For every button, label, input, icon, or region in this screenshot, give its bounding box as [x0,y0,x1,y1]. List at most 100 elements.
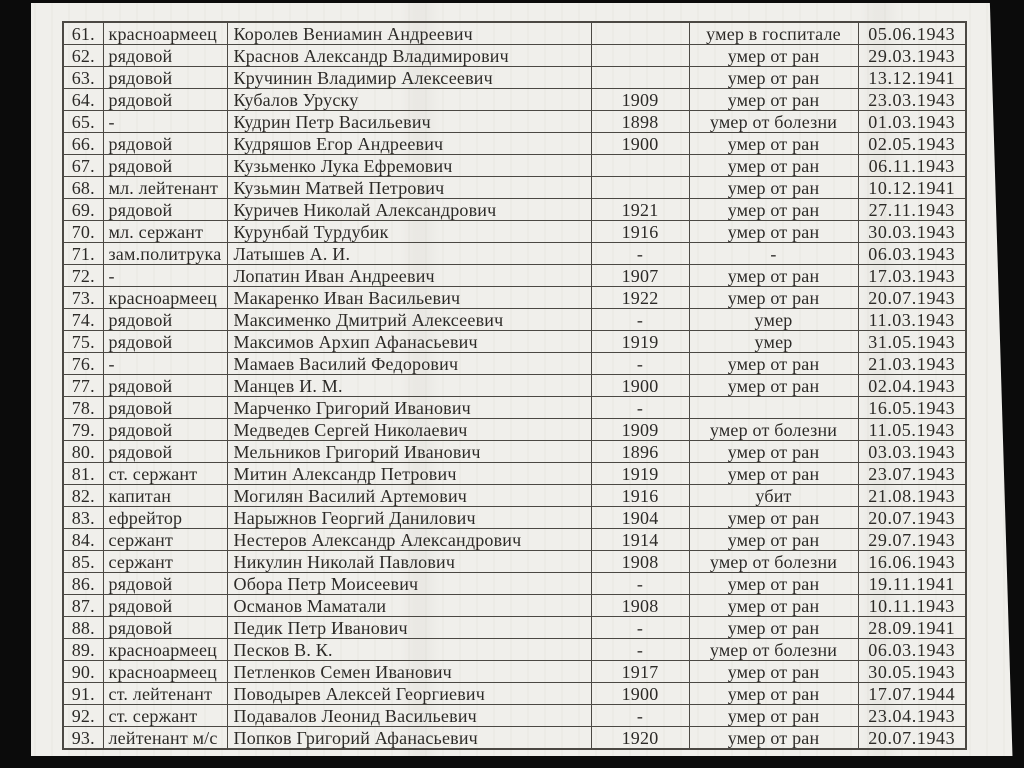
birth-year-cell: 1900 [590,132,690,155]
birth-year-cell [590,176,690,199]
birth-year-cell: 1921 [590,198,690,221]
name-cell: Курунбай Турдубик [226,220,592,243]
death-date-cell: 01.03.1943 [857,110,967,133]
death-date-cell: 11.05.1943 [857,418,967,441]
name-cell: Кубалов Уруску [226,88,592,111]
scan-edge-bottom [0,756,1024,768]
table-row: 67. рядовой Кузьменко Лука Ефремович умер о… [62,154,967,177]
table-row: 75. рядовой Максимов Архип Афанасьевич 1919… [62,330,967,353]
death-cause-cell: умер от болезни [688,110,859,133]
birth-year-cell: 1909 [590,88,690,111]
scan-edge-left [0,0,31,768]
name-cell: Османов Маматали [226,594,592,617]
rank-cell: красноармеец [102,638,228,661]
row-number-cell: 74. [62,308,104,331]
birth-year-cell: - [590,308,690,331]
death-cause-cell: умер от ран [688,88,859,111]
death-date-cell: 17.03.1943 [857,264,967,287]
death-date-cell: 20.07.1943 [857,726,967,750]
name-cell: Педик Петр Иванович [226,616,592,639]
table-row: 78. рядовой Марченко Григорий Иванович - 16.… [62,396,967,419]
table-row: 85. сержант Никулин Николай Павлович 1908 ум… [62,550,967,573]
row-number-cell: 61. [62,21,104,45]
birth-year-cell: 1900 [590,682,690,705]
death-date-cell: 30.05.1943 [857,660,967,683]
birth-year-cell: 1900 [590,374,690,397]
birth-year-cell: 1907 [590,264,690,287]
name-cell: Кручинин Владимир Алексеевич [226,66,592,89]
table-row: 71. зам.политрука Латышев А. И. - -06.03.194… [62,242,967,265]
death-cause-cell: умер [688,330,859,353]
birth-year-cell: 1908 [590,594,690,617]
death-date-cell: 11.03.1943 [857,308,967,331]
death-date-cell: 17.07.1944 [857,682,967,705]
table-row: 93. лейтенант м/с Попков Григорий Афанасье… [62,726,967,750]
death-cause-cell: умер от ран [688,506,859,529]
name-cell: Лопатин Иван Андреевич [226,264,592,287]
name-cell: Максименко Дмитрий Алексеевич [226,308,592,331]
row-number-cell: 80. [62,440,104,463]
name-cell: Нарыжнов Георгий Данилович [226,506,592,529]
table-row: 79. рядовой Медведев Сергей Николаевич 1909… [62,418,967,441]
table-row: 88. рядовой Педик Петр Иванович - умер от ра… [62,616,967,639]
rank-cell: ст. лейтенант [102,682,228,705]
death-date-cell: 06.03.1943 [857,242,967,265]
name-cell: Никулин Николай Павлович [226,550,592,573]
death-date-cell: 21.03.1943 [857,352,967,375]
table-row: 66. рядовой Кудряшов Егор Андреевич 1900 уме… [62,132,967,155]
table-row: 91. ст. лейтенант Поводырев Алексей Георги… [62,682,967,705]
table-row: 65. - Кудрин Петр Васильевич 1898 умер от бо… [62,110,967,133]
name-cell: Медведев Сергей Николаевич [226,418,592,441]
rank-cell: рядовой [102,154,228,177]
row-number-cell: 62. [62,44,104,67]
row-number-cell: 68. [62,176,104,199]
rank-cell: рядовой [102,66,228,89]
death-date-cell: 02.04.1943 [857,374,967,397]
scan-edge-top [0,0,1024,3]
death-cause-cell: умер от болезни [688,418,859,441]
birth-year-cell: - [590,704,690,727]
name-cell: Петленков Семен Иванович [226,660,592,683]
table-row: 83. ефрейтор Нарыжнов Георгий Данилович 190… [62,506,967,529]
name-cell: Песков В. К. [226,638,592,661]
row-number-cell: 66. [62,132,104,155]
rank-cell: рядовой [102,616,228,639]
table-row: 84. сержант Нестеров Александр Александров… [62,528,967,551]
death-date-cell: 27.11.1943 [857,198,967,221]
rank-cell: рядовой [102,374,228,397]
birth-year-cell: - [590,572,690,595]
birth-year-cell: - [590,616,690,639]
rank-cell: красноармеец [102,286,228,309]
death-cause-cell: умер от ран [688,462,859,485]
rank-cell: рядовой [102,308,228,331]
birth-year-cell: 1909 [590,418,690,441]
table-row: 86. рядовой Обора Петр Моисеевич - умер от р… [62,572,967,595]
death-cause-cell: умер от ран [688,374,859,397]
row-number-cell: 92. [62,704,104,727]
death-cause-cell: умер от болезни [688,638,859,661]
name-cell: Краснов Александр Владимирович [226,44,592,67]
row-number-cell: 63. [62,66,104,89]
row-number-cell: 81. [62,462,104,485]
death-cause-cell: умер от ран [688,440,859,463]
name-cell: Куричев Николай Александрович [226,198,592,221]
rank-cell: сержант [102,550,228,573]
row-number-cell: 64. [62,88,104,111]
death-cause-cell: умер от ран [688,154,859,177]
death-cause-cell: умер от ран [688,264,859,287]
row-number-cell: 79. [62,418,104,441]
name-cell: Кузьменко Лука Ефремович [226,154,592,177]
rank-cell: мл. сержант [102,220,228,243]
name-cell: Попков Григорий Афанасьевич [226,726,592,750]
table-row: 81. ст. сержант Митин Александр Петрович 19… [62,462,967,485]
name-cell: Кудряшов Егор Андреевич [226,132,592,155]
rank-cell: красноармеец [102,660,228,683]
row-number-cell: 84. [62,528,104,551]
row-number-cell: 82. [62,484,104,507]
death-date-cell: 10.11.1943 [857,594,967,617]
row-number-cell: 73. [62,286,104,309]
table-row: 90. красноармеец Петленков Семен Иванович 1… [62,660,967,683]
death-date-cell: 06.11.1943 [857,154,967,177]
birth-year-cell: - [590,352,690,375]
rank-cell: рядовой [102,594,228,617]
